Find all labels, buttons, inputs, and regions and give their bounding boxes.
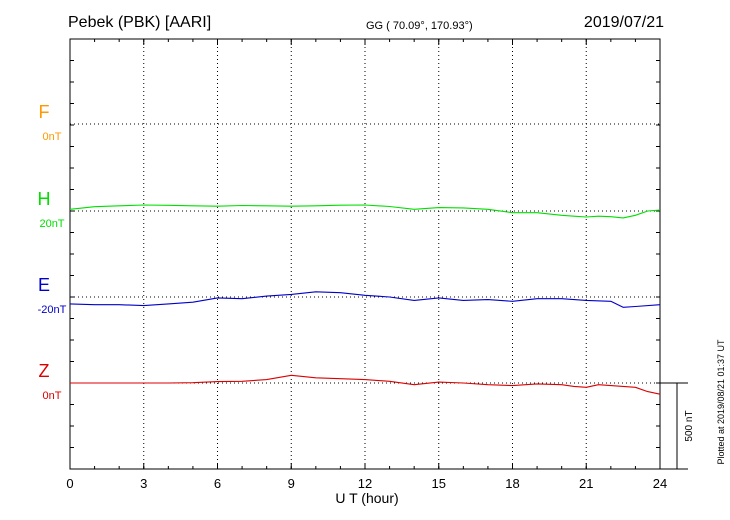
x-tick-label: 12 xyxy=(358,476,372,491)
x-tick-label: 0 xyxy=(66,476,73,491)
grid-lines xyxy=(70,39,660,469)
series-line-h xyxy=(69,204,661,219)
series-lines xyxy=(69,204,661,395)
scale-label: 500 nT xyxy=(684,410,695,441)
x-tick-label: 3 xyxy=(140,476,147,491)
x-tick-label: 15 xyxy=(432,476,446,491)
x-tick-label: 6 xyxy=(214,476,221,491)
x-tick-label: 9 xyxy=(288,476,295,491)
channel-name-h: H xyxy=(38,189,51,209)
x-tick-label: 21 xyxy=(579,476,593,491)
channel-baseline-e: -20nT xyxy=(38,304,67,316)
series-line-e xyxy=(69,291,661,308)
channel-baseline-h: 20nT xyxy=(39,218,64,230)
scale-bar: 500 nT xyxy=(660,382,695,470)
channel-labels: F 0nT H 20nT E -20nT Z 0nT xyxy=(38,102,67,402)
x-tick-label: 18 xyxy=(505,476,519,491)
channel-baseline-z: 0nT xyxy=(43,390,62,402)
coordinates-label: GG ( 70.09°, 170.93°) xyxy=(366,20,473,32)
station-title: Pebek (PBK) [AARI] xyxy=(68,14,211,31)
date-label: 2019/07/21 xyxy=(584,14,664,31)
channel-name-f: F xyxy=(39,102,50,122)
channel-baseline-f: 0nT xyxy=(43,131,62,143)
x-tick-label: 24 xyxy=(653,476,667,491)
plotted-at-note: Plotted at 2019/08/21 01:37 UT xyxy=(716,339,726,465)
x-axis-label: U T (hour) xyxy=(335,490,398,506)
axis-ticks: 0 3 6 9 12 15 18 21 24 xyxy=(66,38,667,491)
channel-name-z: Z xyxy=(39,361,50,381)
channel-name-e: E xyxy=(38,275,50,295)
series-line-z xyxy=(70,374,661,395)
